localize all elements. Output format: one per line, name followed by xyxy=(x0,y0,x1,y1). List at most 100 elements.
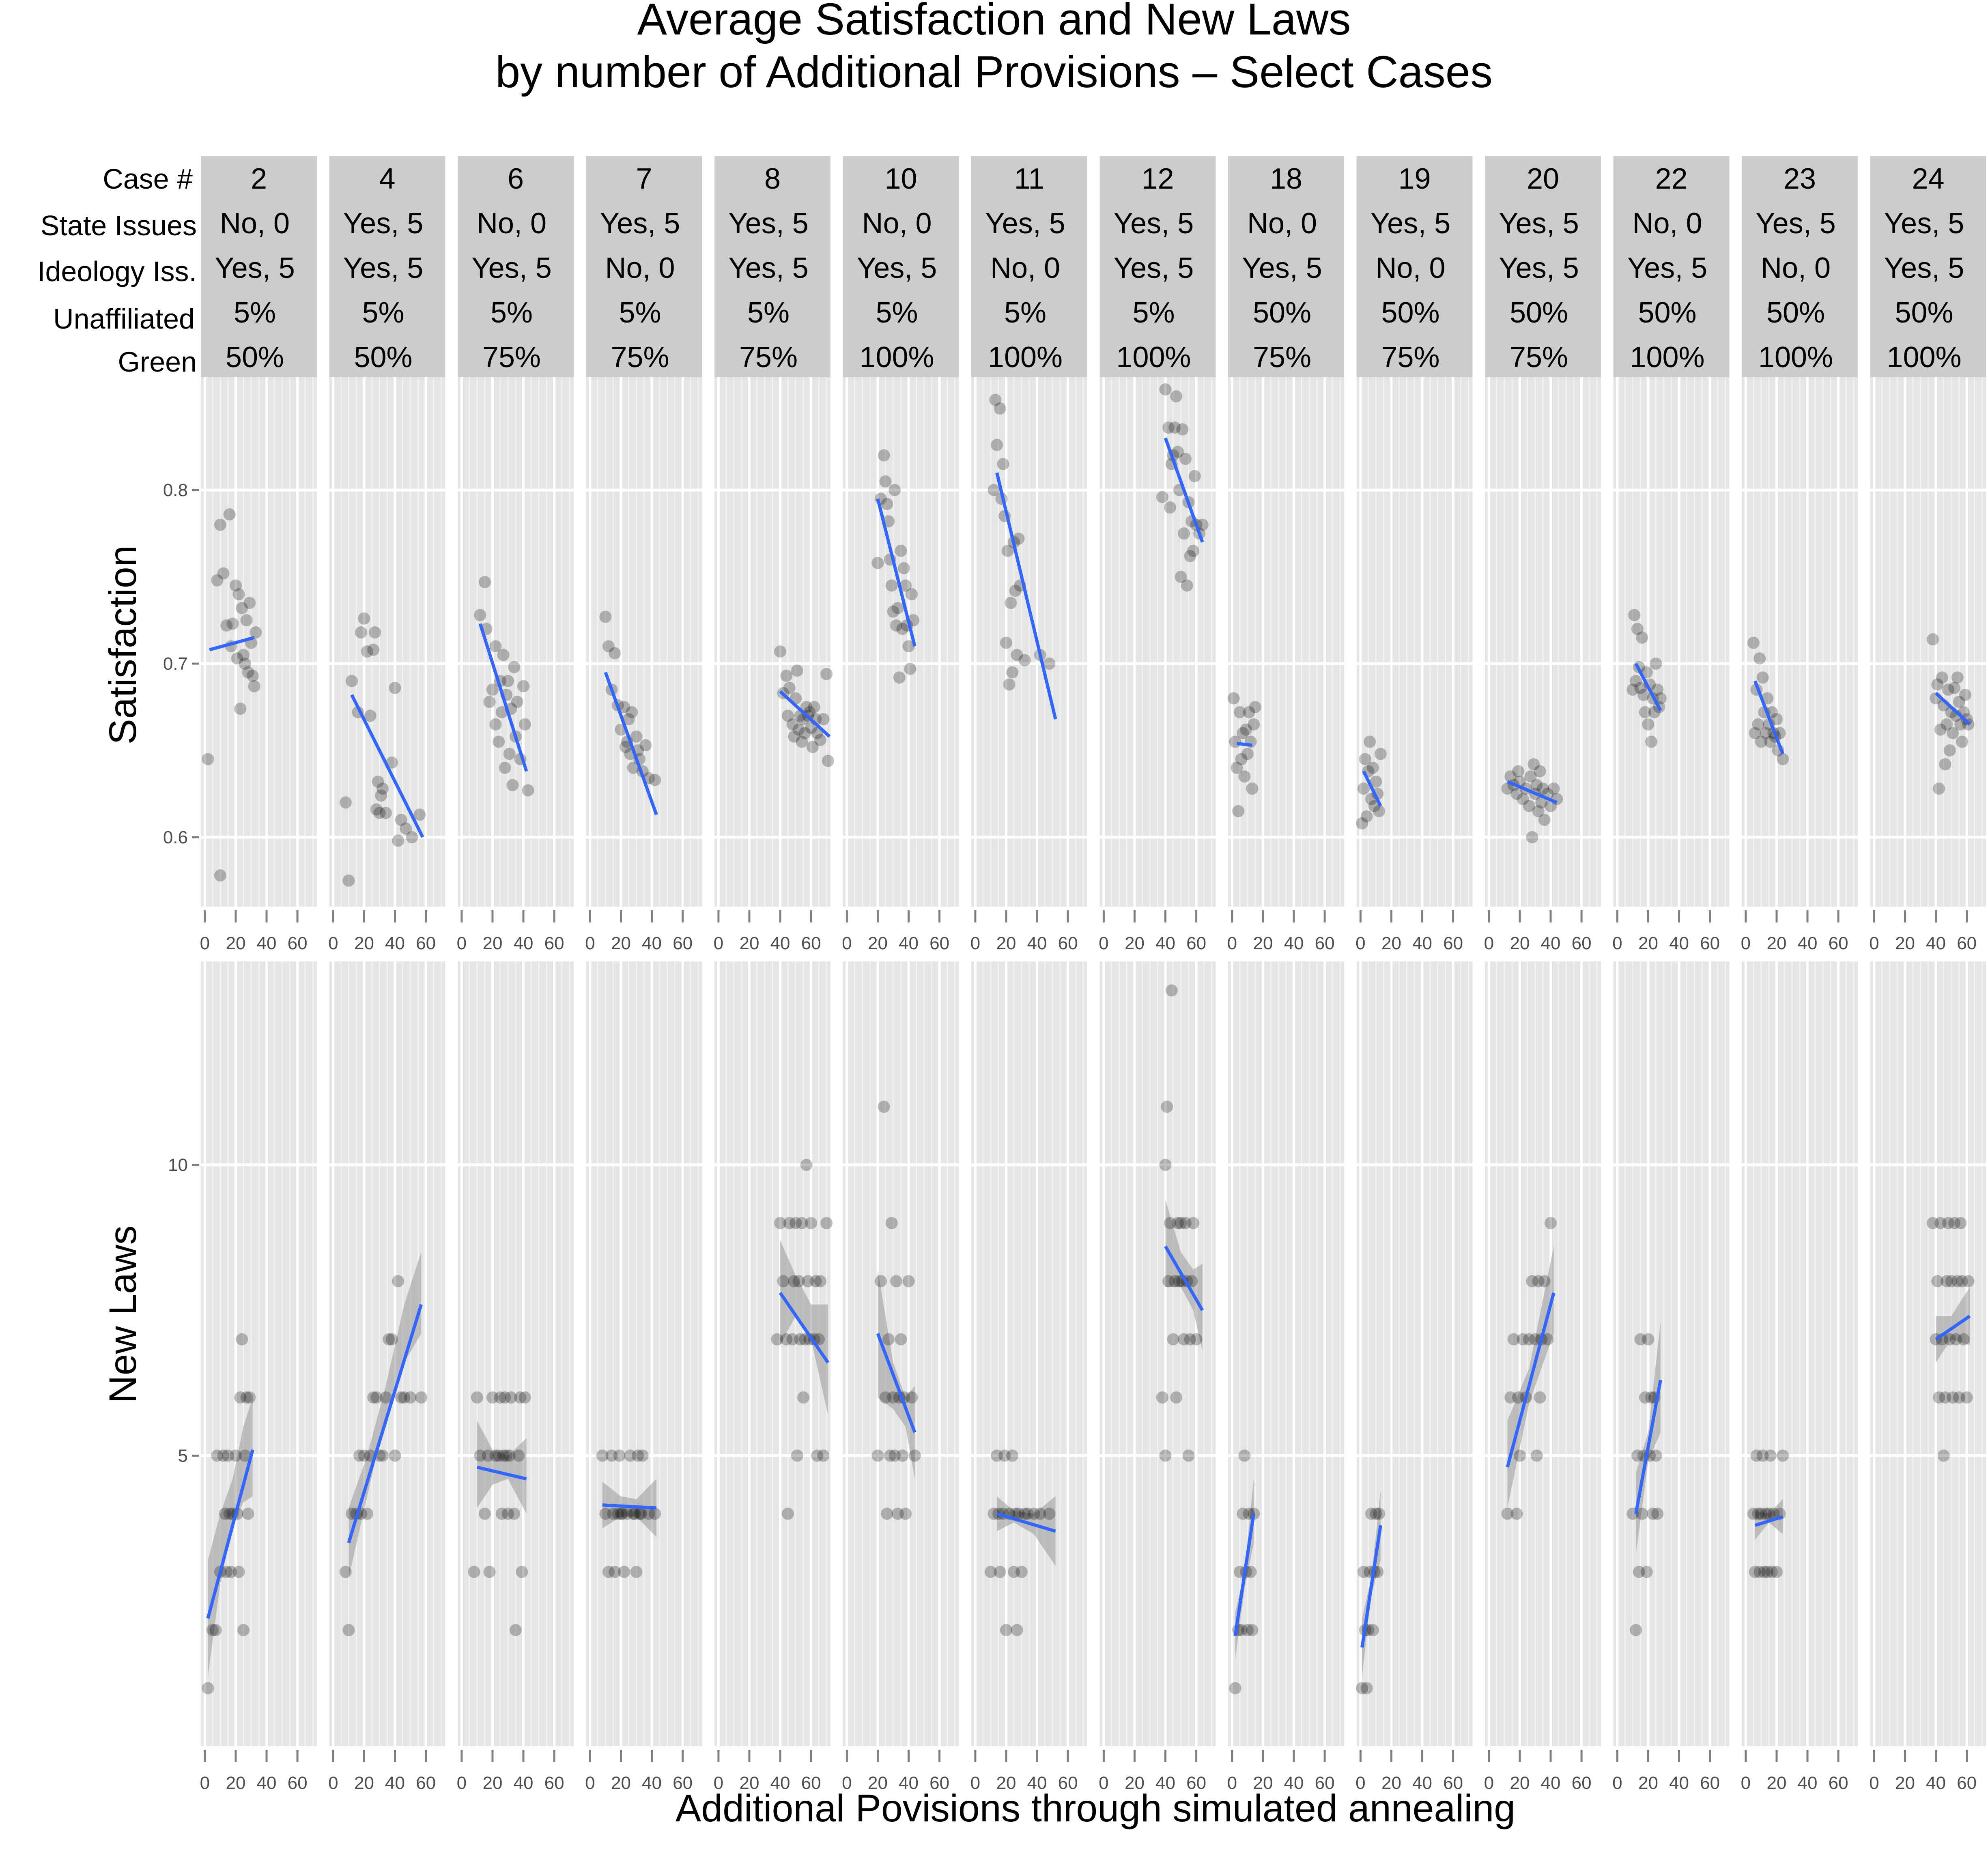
fit-line xyxy=(477,1466,527,1481)
data-point xyxy=(1374,748,1387,760)
data-point xyxy=(1370,775,1382,788)
data-point xyxy=(1750,1449,1763,1462)
data-point xyxy=(1360,1682,1373,1694)
data-point xyxy=(483,1566,496,1578)
x-tick-label: 60 xyxy=(1186,1773,1206,1793)
data-point xyxy=(1501,783,1514,795)
fit-line xyxy=(1634,1380,1662,1514)
data-point xyxy=(599,611,612,623)
strip-state-issues: Yes, 5 xyxy=(1114,207,1194,240)
data-point xyxy=(1356,1682,1368,1694)
data-point xyxy=(497,649,510,661)
data-point xyxy=(1249,701,1261,713)
data-point xyxy=(1747,1507,1760,1520)
strip-unaffiliated: 5% xyxy=(747,297,790,329)
data-point xyxy=(468,1566,480,1578)
data-point xyxy=(1760,727,1772,740)
data-point xyxy=(231,652,243,665)
x-tick-label: 60 xyxy=(1315,933,1335,953)
data-point xyxy=(1534,765,1546,778)
fit-line xyxy=(1506,780,1558,804)
data-point xyxy=(889,1449,901,1462)
data-point xyxy=(1524,770,1537,783)
fit-line xyxy=(347,1304,423,1544)
data-point xyxy=(1170,390,1183,403)
data-point xyxy=(1164,501,1176,514)
data-point xyxy=(1370,1507,1382,1520)
data-point xyxy=(885,579,898,592)
data-point xyxy=(415,1391,428,1404)
data-point xyxy=(890,619,903,632)
data-point xyxy=(1636,1507,1648,1520)
facet-strip xyxy=(843,156,959,377)
x-tick-label: 40 xyxy=(1669,1773,1689,1793)
data-point xyxy=(898,562,910,574)
data-point xyxy=(219,1507,231,1520)
data-point xyxy=(1931,678,1944,691)
data-point xyxy=(1176,423,1189,436)
data-point xyxy=(226,617,239,630)
x-tick-label: 40 xyxy=(1284,933,1304,953)
x-tick-label: 40 xyxy=(514,933,534,953)
data-point xyxy=(1939,758,1951,771)
data-point xyxy=(1764,1449,1777,1462)
data-point xyxy=(633,1507,646,1520)
y-tick-label: 10 xyxy=(168,1155,188,1175)
data-point xyxy=(1957,1333,1970,1346)
data-point xyxy=(639,739,652,752)
data-point xyxy=(372,775,384,788)
strip-case-number: 20 xyxy=(1527,163,1559,195)
data-point xyxy=(373,806,386,819)
x-tick-label: 20 xyxy=(739,1773,759,1793)
data-point xyxy=(1956,735,1969,748)
data-point xyxy=(1178,527,1190,540)
header-label-unaffiliated: Unaffiliated xyxy=(53,303,195,335)
data-point xyxy=(630,1566,643,1578)
data-point xyxy=(1179,453,1192,465)
header-label-ideology: Ideology Iss. xyxy=(37,256,197,287)
x-tick-label: 40 xyxy=(1541,933,1561,953)
x-tick-label: 60 xyxy=(673,933,693,953)
strip-ideology-issues: Yes, 5 xyxy=(857,252,937,284)
data-point xyxy=(1630,1624,1642,1636)
data-point xyxy=(636,1449,649,1462)
x-tick-label: 0 xyxy=(842,933,852,953)
x-tick-label: 60 xyxy=(544,1773,564,1793)
data-point xyxy=(994,402,1006,415)
data-point xyxy=(1758,1566,1771,1578)
data-point xyxy=(1241,748,1254,760)
x-tick-label: 40 xyxy=(1798,1773,1818,1793)
data-point xyxy=(1939,1391,1951,1404)
data-point xyxy=(1648,706,1661,718)
data-point xyxy=(820,668,833,680)
y-tick-label: 0.8 xyxy=(163,480,188,500)
y-tick-label: 5 xyxy=(178,1446,188,1466)
x-tick-label: 60 xyxy=(1957,1773,1977,1793)
facet-strip xyxy=(1356,156,1473,377)
fit-line xyxy=(206,1449,254,1619)
data-point xyxy=(885,1217,898,1229)
data-point xyxy=(899,1507,912,1520)
data-point xyxy=(361,645,374,658)
data-point xyxy=(1162,1275,1175,1288)
data-point xyxy=(1246,1624,1259,1636)
x-tick-label: 60 xyxy=(544,933,564,953)
data-point xyxy=(358,612,370,625)
data-point xyxy=(220,1566,233,1578)
data-point xyxy=(788,730,800,743)
x-tick-label: 20 xyxy=(1381,933,1401,953)
data-point xyxy=(519,718,531,731)
data-point xyxy=(991,439,1003,451)
strip-state-issues: Yes, 5 xyxy=(343,207,424,240)
data-point xyxy=(609,1566,621,1578)
data-point xyxy=(1538,814,1551,826)
data-point xyxy=(342,874,355,887)
data-point xyxy=(217,1449,230,1462)
data-point xyxy=(1009,585,1022,597)
strip-ideology-issues: No, 0 xyxy=(990,252,1060,284)
data-point xyxy=(1233,706,1246,718)
chart-title-line2: by number of Additional Provisions – Sel… xyxy=(495,47,1493,97)
data-point xyxy=(1182,1449,1195,1462)
x-tick-label: 20 xyxy=(1253,1773,1273,1793)
